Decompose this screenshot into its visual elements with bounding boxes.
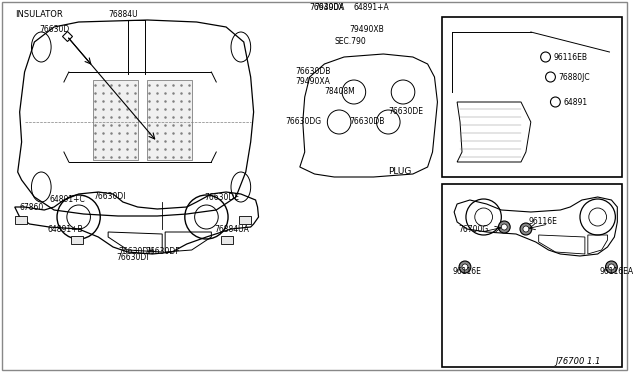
Text: SEC.790: SEC.790 [334, 37, 366, 46]
Text: 96116E: 96116E [452, 267, 481, 276]
Text: 64891+C: 64891+C [49, 195, 85, 204]
Text: 78408M: 78408M [324, 87, 355, 96]
Text: PLUG: PLUG [388, 167, 412, 176]
Text: 64891+A: 64891+A [354, 3, 390, 12]
Text: 79490XA: 79490XA [295, 77, 330, 86]
Circle shape [499, 221, 510, 233]
Text: INSULATOR: INSULATOR [15, 10, 63, 19]
Text: 64891+B: 64891+B [47, 225, 83, 234]
Text: 96116E: 96116E [529, 217, 557, 226]
Text: 76630DI: 76630DI [116, 253, 148, 262]
Text: 79490XB: 79490XB [349, 25, 384, 34]
Text: 76630D: 76630D [39, 25, 70, 34]
Text: 67860: 67860 [20, 203, 44, 212]
Text: 79490X: 79490X [315, 3, 344, 12]
Text: 76630DA: 76630DA [310, 3, 345, 12]
Text: 76630DF: 76630DF [145, 247, 180, 256]
Bar [442, 184, 622, 367]
Bar [93, 80, 138, 160]
Circle shape [459, 261, 471, 273]
Text: 76884UA: 76884UA [214, 225, 249, 234]
Text: 76700G: 76700G [458, 225, 488, 234]
Text: 64891: 64891 [563, 98, 588, 107]
Bar [239, 216, 251, 224]
Bar [147, 80, 192, 160]
Circle shape [523, 226, 529, 232]
Text: 96116EB: 96116EB [554, 53, 588, 62]
Bar [71, 236, 83, 244]
Text: J76700 1.1: J76700 1.1 [556, 357, 601, 366]
Circle shape [609, 264, 614, 270]
Text: 76630DB: 76630DB [295, 67, 330, 76]
Text: 76630DI: 76630DI [93, 192, 126, 201]
Circle shape [501, 224, 508, 230]
Text: 76630DH: 76630DH [118, 247, 154, 256]
Bar [15, 216, 26, 224]
Bar [221, 236, 233, 244]
Bar [442, 17, 622, 177]
Text: 76630DB: 76630DB [349, 117, 385, 126]
Text: 76880JC: 76880JC [558, 73, 590, 82]
Circle shape [520, 223, 532, 235]
Text: 76884U: 76884U [108, 10, 138, 19]
Text: 96116EA: 96116EA [600, 267, 634, 276]
Text: 76630DG: 76630DG [285, 117, 321, 126]
Circle shape [605, 261, 618, 273]
Text: 76630DE: 76630DE [388, 107, 423, 116]
Text: 76630DE: 76630DE [204, 193, 239, 202]
Circle shape [462, 264, 468, 270]
